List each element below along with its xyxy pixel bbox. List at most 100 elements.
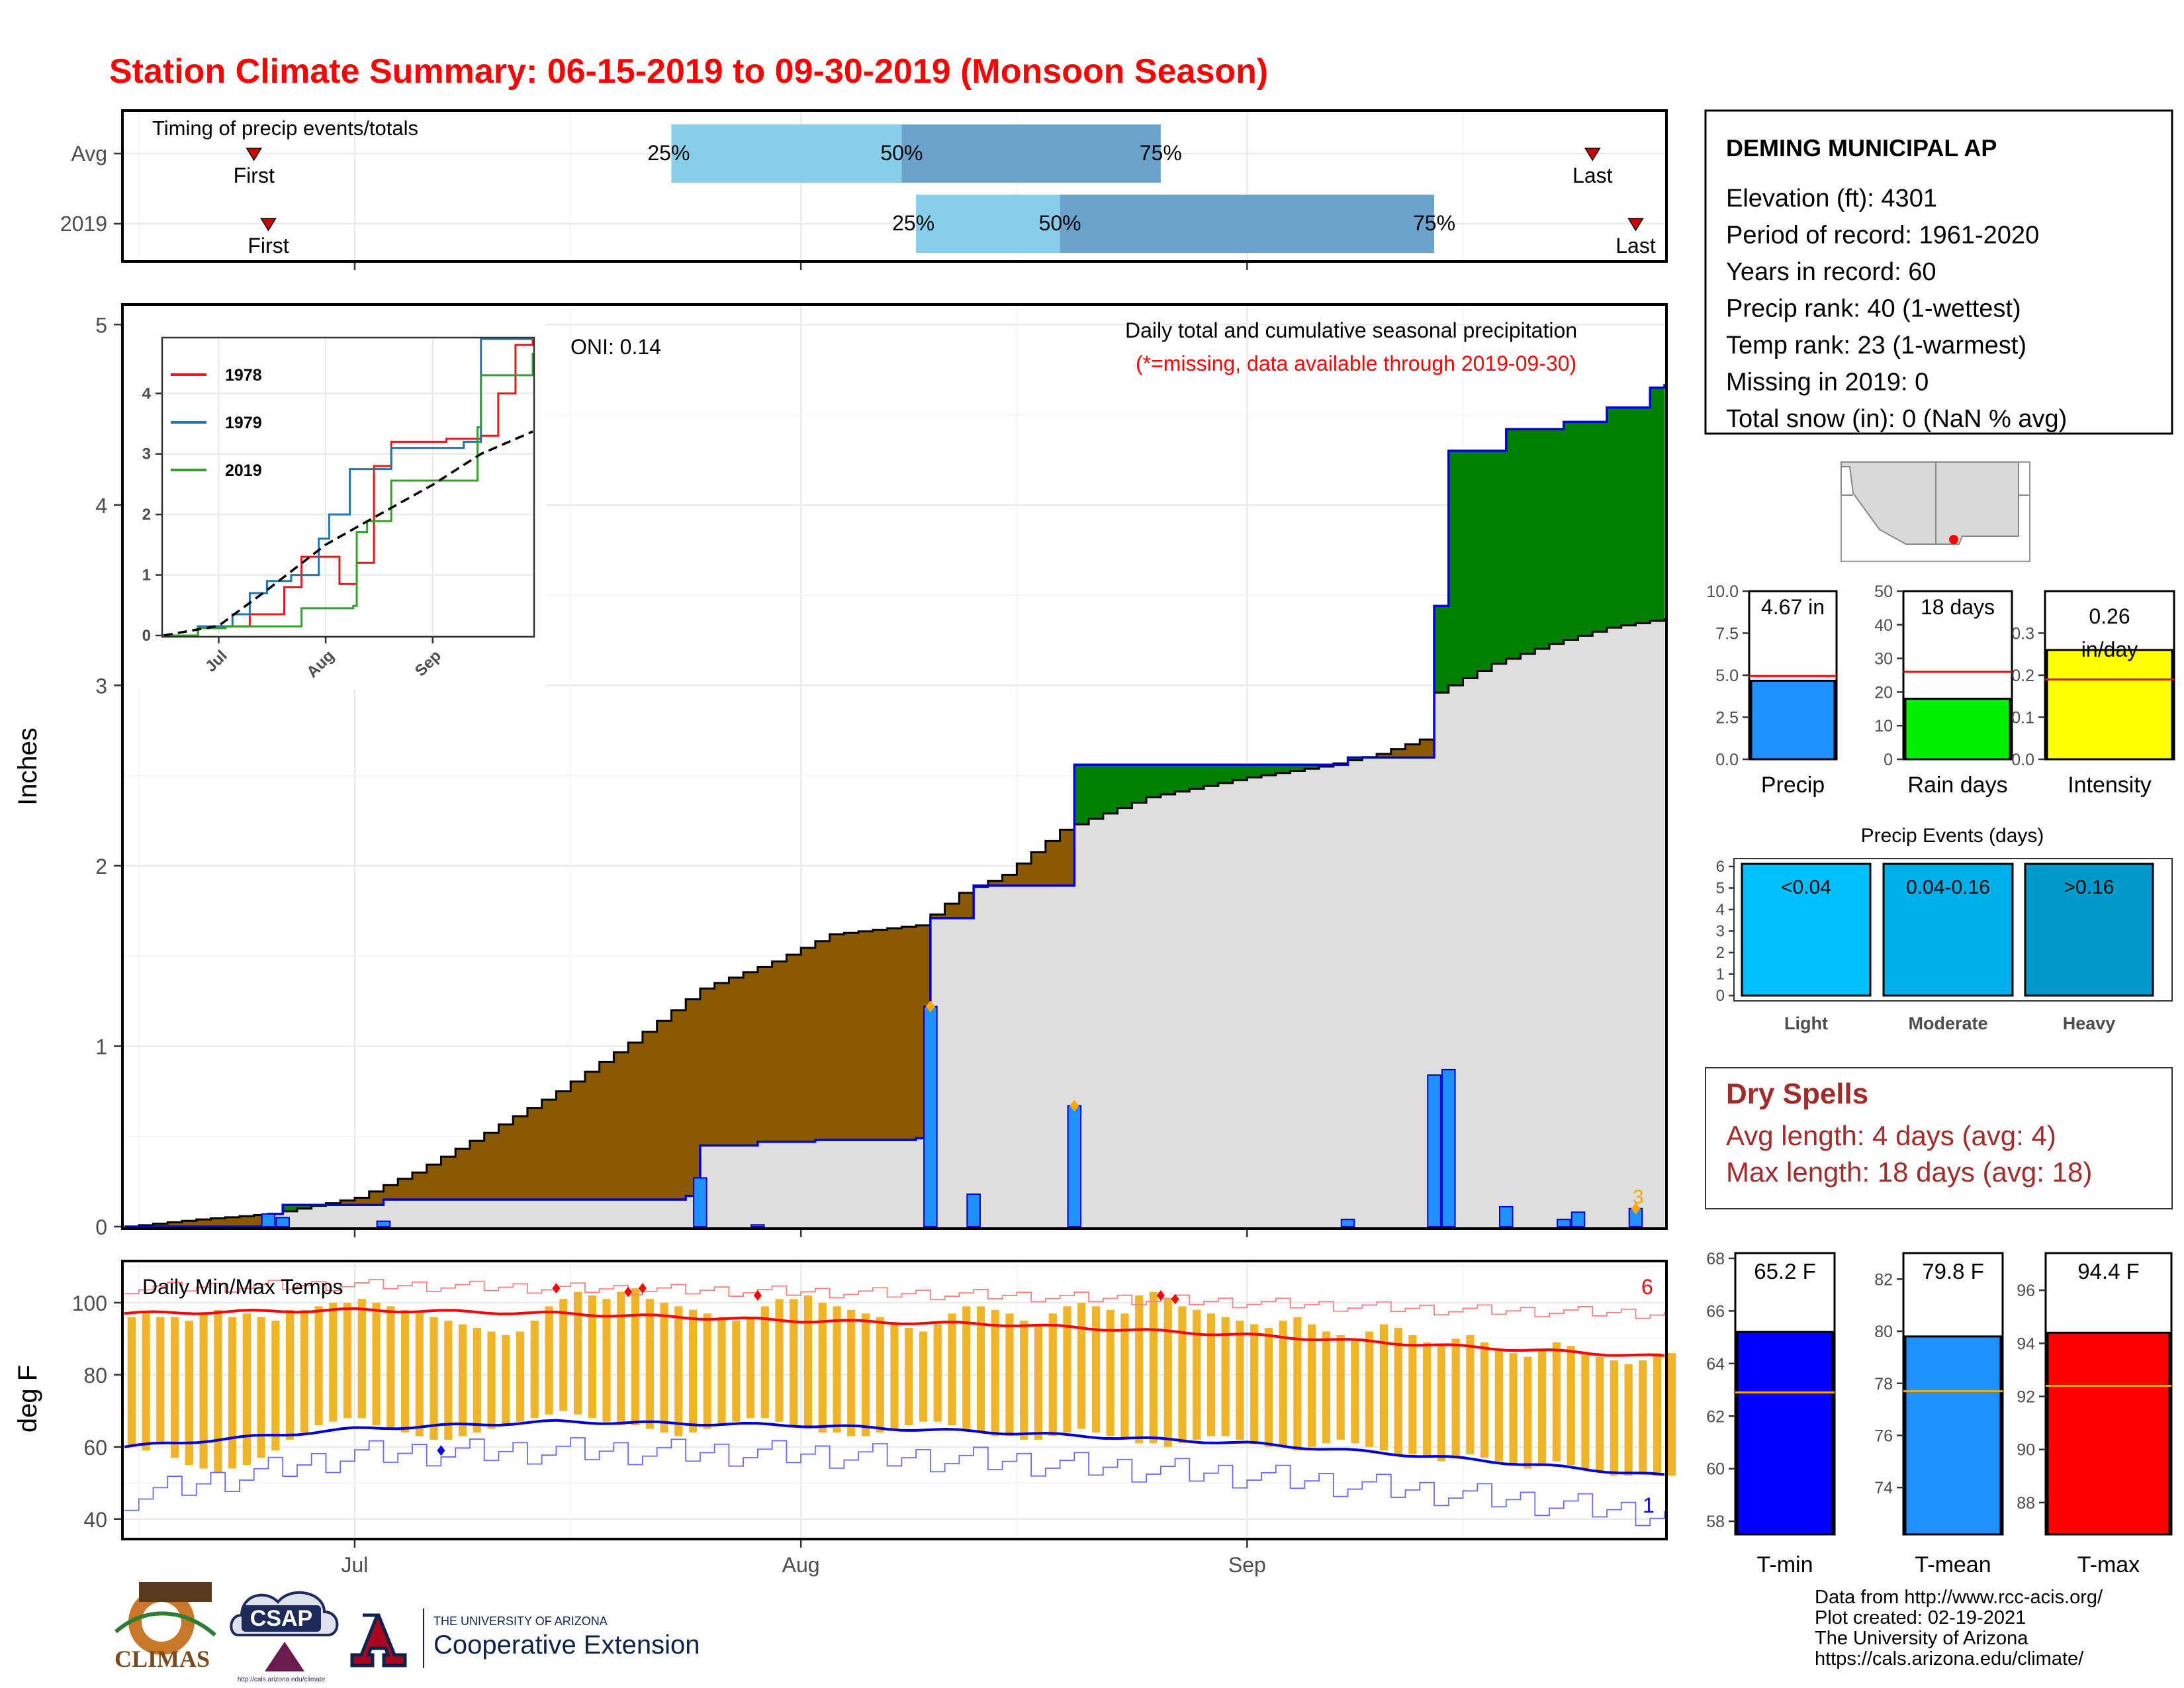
- temp-summary-fill: [1904, 1335, 2002, 1536]
- summary-bar-y-tick-label: 10.0: [1706, 583, 1739, 601]
- extension-name: Cooperative Extension: [433, 1630, 700, 1660]
- daily-temp-range-bar: [833, 1306, 841, 1433]
- daily-temp-range-bar: [1120, 1313, 1129, 1440]
- precip-deficit-area: [513, 1116, 528, 1200]
- precip-surplus-area: [1347, 757, 1363, 761]
- daily-temp-range-bar: [1221, 1317, 1230, 1436]
- precip-deficit-area: [1377, 753, 1392, 758]
- precip-deficit-area: [210, 1218, 226, 1227]
- temps-y-tick-label: 100: [72, 1291, 107, 1315]
- daily-temp-range-bar: [1423, 1342, 1432, 1458]
- daily-temp-range-bar: [1336, 1335, 1345, 1440]
- precip-deficit-area: [570, 1081, 586, 1200]
- timing-row-label: Avg: [71, 142, 107, 165]
- precip-deficit-area: [181, 1221, 197, 1227]
- precip-surplus-area: [1463, 451, 1478, 679]
- daily-temp-range-bar: [631, 1288, 640, 1426]
- summary-bar-value: 18 days: [1921, 595, 1995, 619]
- daily-temp-range-bar: [171, 1317, 179, 1458]
- event-bar-label: Light: [1784, 1013, 1828, 1033]
- temp-summary-label: T-mean: [1915, 1552, 1991, 1577]
- precip-surplus-area: [1434, 606, 1449, 693]
- daily-temp-range-bar: [1408, 1335, 1417, 1454]
- daily-temp-range-bar: [473, 1328, 481, 1433]
- temp-summary-y-tick-label: 64: [1706, 1355, 1725, 1374]
- temp-summary-y-tick-label: 66: [1706, 1302, 1725, 1321]
- event-bar-label: Moderate: [1908, 1013, 1987, 1033]
- daily-temp-range-bar: [1524, 1356, 1532, 1469]
- daily-temp-range-bar: [1034, 1324, 1043, 1440]
- timing-label: Timing of precip events/totals: [152, 117, 418, 140]
- daily-temp-range-bar: [530, 1321, 539, 1419]
- daily-temp-range-bar: [847, 1309, 856, 1436]
- daily-precip-bar: [1570, 1211, 1586, 1227]
- daily-temp-range-bar: [775, 1299, 784, 1422]
- daily-temp-range-bar: [919, 1331, 928, 1422]
- precip-deficit-area: [872, 929, 888, 1141]
- daily-temp-range-bar: [1264, 1328, 1273, 1447]
- events-y-tick-label: 1: [1716, 966, 1725, 984]
- record-high-marker: [1156, 1290, 1165, 1301]
- daily-temp-range-bar: [329, 1302, 338, 1422]
- precip-surplus-area: [1189, 765, 1205, 789]
- daily-temp-range-bar: [1552, 1342, 1561, 1462]
- summary-bar-label: Rain days: [1907, 773, 2007, 798]
- summary-bar-unit: in/day: [2081, 637, 2138, 661]
- daily-temp-range-bar: [1466, 1335, 1475, 1454]
- precip-deficit-area: [498, 1124, 514, 1200]
- inset-y-tick-label: 1: [142, 567, 151, 585]
- daily-temp-range-bar: [199, 1313, 208, 1469]
- daily-temp-range-bar: [746, 1317, 755, 1419]
- timing-p75: 75%: [1140, 141, 1182, 165]
- daily-precip-bar: [1340, 1219, 1355, 1227]
- precip-deficit-area: [801, 947, 816, 1142]
- precip-surplus-area: [1607, 407, 1622, 628]
- daily-temp-range-bar: [1005, 1313, 1014, 1436]
- precip-y-tick-label: 1: [95, 1035, 107, 1058]
- precip-surplus-area: [1635, 407, 1651, 624]
- daily-temp-range-bar: [688, 1309, 698, 1433]
- precip-surplus-area: [1563, 422, 1579, 640]
- precip-summary-bars: 4.67 in 0.0 2.5 5.0 7.5 10.0 Precip 18 days 0 10 2…: [1706, 583, 2175, 798]
- precip-deficit-area: [239, 1216, 255, 1227]
- precip-surplus-area: [1535, 429, 1550, 649]
- dry-spells-avg: Avg length: 4 days (avg: 4): [1726, 1120, 2056, 1151]
- summary-bar-value: 0.26: [2089, 604, 2130, 628]
- daily-temp-range-bar: [1020, 1321, 1028, 1440]
- precip-deficit-area: [541, 1100, 557, 1200]
- summary-bar-y-tick-label: 7.5: [1715, 625, 1739, 643]
- daily-precip-bar: [261, 1213, 276, 1227]
- daily-temp-range-bar: [387, 1306, 395, 1429]
- station-location-marker: [1949, 535, 1958, 544]
- events-y-tick-label: 5: [1716, 880, 1725, 898]
- average-min-line: [124, 1419, 1665, 1476]
- temp-summary-y-tick-label: 82: [1874, 1270, 1893, 1289]
- precip-surplus-area: [1175, 765, 1190, 792]
- precip-deficit-area: [1390, 749, 1406, 758]
- dry-spells-box: Dry Spells Avg length: 4 days (avg: 4) M…: [1705, 1067, 2173, 1209]
- last-event-marker: [1584, 148, 1601, 162]
- precip-deficit-area: [469, 1141, 485, 1200]
- events-y-tick-label: 2: [1716, 944, 1725, 962]
- extreme-precip-marker: [1631, 1202, 1641, 1215]
- daily-precip-bar: [751, 1224, 765, 1228]
- daily-temp-range-bar: [573, 1291, 582, 1415]
- precip-deficit-area: [844, 933, 859, 1141]
- station-info-line: Precip rank: 40 (1-wettest): [1726, 295, 2021, 323]
- record-high-count: 6: [1641, 1275, 1653, 1299]
- timing-panel: 25% 50% 75% First Last Avg 25% 50% 75% First Last 2…: [60, 109, 1668, 270]
- station-info-line: Elevation (ft): 4301: [1726, 185, 1937, 212]
- precip-deficit-area: [1405, 744, 1420, 758]
- precip-surplus-area: [1506, 429, 1522, 659]
- precip-base-area: [124, 618, 1664, 1227]
- daily-temp-range-bar: [790, 1299, 798, 1426]
- inset-y-tick-label: 3: [142, 445, 151, 463]
- precip-deficit-area: [484, 1133, 500, 1200]
- temp-summary-value: 94.4 F: [2077, 1259, 2140, 1284]
- precip-deficit-area: [426, 1164, 442, 1200]
- precip-surplus-area: [296, 1205, 312, 1209]
- record-high-line: [124, 1279, 1665, 1319]
- daily-temp-range-bar: [1494, 1349, 1503, 1462]
- temps-y-label: deg F: [13, 1365, 42, 1432]
